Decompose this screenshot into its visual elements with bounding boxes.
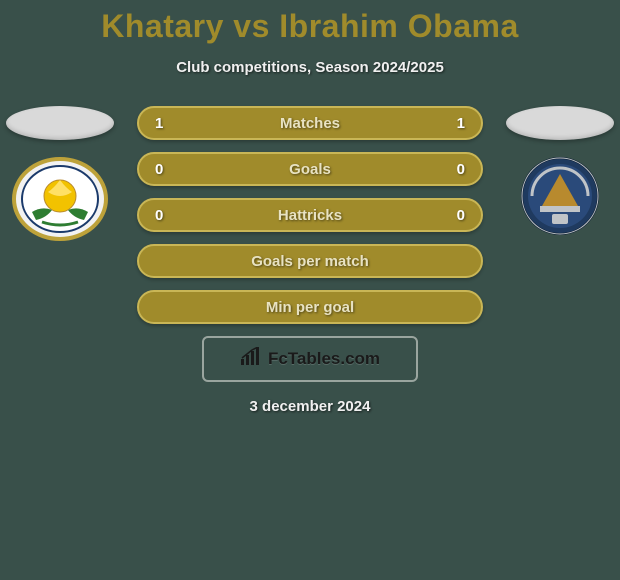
stat-left: 0 bbox=[155, 207, 175, 224]
stat-left: 0 bbox=[155, 161, 175, 178]
date: 3 december 2024 bbox=[0, 398, 620, 415]
page-title: Khatary vs Ibrahim Obama bbox=[0, 0, 620, 45]
stat-label: Min per goal bbox=[266, 299, 354, 316]
stat-left: 1 bbox=[155, 115, 175, 132]
club-badge-right bbox=[510, 156, 610, 242]
subtitle: Club competitions, Season 2024/2025 bbox=[0, 59, 620, 76]
player-photo-placeholder bbox=[6, 106, 114, 140]
bar-chart-icon bbox=[240, 347, 262, 372]
stat-label: Hattricks bbox=[278, 207, 342, 224]
stat-row-goals-per-match: Goals per match bbox=[137, 244, 483, 278]
club-badge-left bbox=[10, 156, 110, 242]
stat-row-min-per-goal: Min per goal bbox=[137, 290, 483, 324]
player-right bbox=[500, 106, 620, 242]
player-photo-placeholder bbox=[506, 106, 614, 140]
stat-right: 0 bbox=[445, 161, 465, 178]
player-left bbox=[0, 106, 120, 242]
stat-row-goals: 0 Goals 0 bbox=[137, 152, 483, 186]
watermark: FcTables.com bbox=[202, 336, 418, 382]
stat-row-hattricks: 0 Hattricks 0 bbox=[137, 198, 483, 232]
comparison-panel: 1 Matches 1 0 Goals 0 0 Hattricks 0 Goal… bbox=[0, 106, 620, 415]
stat-row-matches: 1 Matches 1 bbox=[137, 106, 483, 140]
stat-right: 1 bbox=[445, 115, 465, 132]
stat-right: 0 bbox=[445, 207, 465, 224]
stat-label: Goals bbox=[289, 161, 331, 178]
stat-label: Goals per match bbox=[251, 253, 369, 270]
watermark-text: FcTables.com bbox=[268, 349, 380, 369]
stat-label: Matches bbox=[280, 115, 340, 132]
